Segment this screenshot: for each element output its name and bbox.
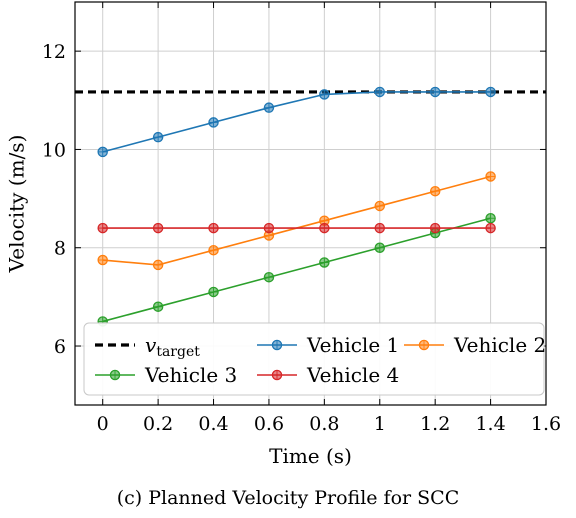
legend-item-target: vtarget	[95, 333, 200, 360]
legend-item-vehicle-1: Vehicle 1	[257, 333, 399, 357]
x-tick-label: 0.4	[198, 413, 228, 435]
plot-frame	[74, 1, 547, 406]
legend-item-vehicle-4: Vehicle 4	[257, 363, 399, 387]
series-group	[97, 86, 496, 327]
x-tick-label: 0.8	[309, 413, 339, 435]
y-tick-label: 10	[42, 139, 66, 161]
y-axis-title: Velocity (m/s)	[5, 135, 29, 274]
y-tick-label: 8	[54, 238, 66, 260]
legend-label-target: vtarget	[145, 333, 200, 360]
figure-caption: (c) Planned Velocity Profile for SCC	[117, 487, 460, 509]
legend-item-vehicle-3: Vehicle 3	[95, 363, 237, 387]
x-tick-label: 1.4	[475, 413, 505, 435]
legend-target-subscript: target	[156, 344, 200, 360]
series-vehicle-1	[97, 86, 496, 158]
x-tick-label: 0.2	[143, 413, 173, 435]
legend-box	[83, 322, 545, 396]
x-axis-title: Time (s)	[269, 444, 352, 468]
axis-ticks: 0 0.2 0.4 0.6 0.8 1 1.2 1.4 1.6 6 8 10 12	[42, 2, 561, 435]
series-line	[102, 217, 491, 323]
legend-target-symbol: v	[145, 333, 157, 357]
legend-item-vehicle-2: Vehicle 2	[404, 333, 546, 357]
x-tick-label: 1	[374, 413, 386, 435]
x-tick-label: 0.6	[254, 413, 284, 435]
series-line	[102, 91, 491, 153]
x-tick-label: 1.2	[420, 413, 450, 435]
x-tick-label: 1.6	[531, 413, 561, 435]
legend-label: Vehicle 4	[306, 363, 399, 387]
y-tick-label: 6	[54, 336, 66, 358]
legend-label: Vehicle 2	[453, 333, 546, 357]
legend: vtarget Vehicle 1 Vehicle 2 Vehicle 3 Vehicl…	[83, 322, 546, 396]
x-tick-label: 0	[97, 413, 109, 435]
legend-label: Vehicle 1	[306, 333, 399, 357]
series-vehicle-3	[97, 212, 496, 327]
y-tick-label: 12	[42, 41, 66, 63]
legend-label: Vehicle 3	[144, 363, 237, 387]
series-vehicle-4	[97, 222, 496, 234]
